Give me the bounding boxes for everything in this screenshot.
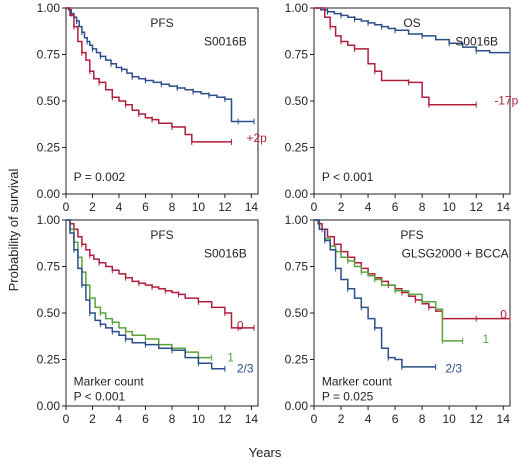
x-axis-label: Years bbox=[249, 445, 282, 460]
cohort-label: S0016B bbox=[455, 34, 498, 48]
series-label: -17p bbox=[494, 94, 518, 108]
x-tick-label: 0 bbox=[311, 200, 318, 214]
series-label: 2/3 bbox=[237, 362, 254, 376]
x-tick-label: 14 bbox=[245, 412, 259, 426]
y-tick-label: 0.25 bbox=[285, 353, 309, 367]
series-label: 0 bbox=[500, 308, 507, 322]
km-panel-2: 0.00 0.25 0.50 0.75 1.00 0 2 4 6 8 10 12 14 -17p OS S00… bbox=[285, 1, 519, 214]
p-value-label: P < 0.001 bbox=[322, 170, 374, 184]
y-axis-label: Probability of survival bbox=[6, 168, 21, 291]
y-tick-label: 0.25 bbox=[285, 141, 309, 155]
y-tick-label: 0.00 bbox=[285, 399, 309, 413]
x-tick-label: 10 bbox=[192, 412, 206, 426]
marker-count-label: Marker count bbox=[74, 375, 145, 389]
cohort-label: GLSG2000 + BCCA bbox=[402, 246, 509, 260]
series-label: +2p bbox=[246, 131, 267, 145]
p-value-label: P < 0.001 bbox=[74, 389, 126, 403]
panel-group: 0.000.250.500.751.000 2 4 6 8 10 12 14+2pPFSS00… bbox=[37, 1, 519, 426]
x-tick-label: 2 bbox=[89, 200, 96, 214]
series-label: 1 bbox=[227, 350, 234, 364]
x-tick-label: 12 bbox=[218, 200, 232, 214]
panel-title: PFS bbox=[150, 228, 173, 242]
x-tick-label: 4 bbox=[116, 412, 123, 426]
marker-count-label: Marker count bbox=[322, 375, 393, 389]
y-tick-label: 0.75 bbox=[37, 260, 61, 274]
x-tick-label: 10 bbox=[192, 200, 206, 214]
y-tick-label: 0.00 bbox=[37, 187, 61, 201]
y-tick-label: 0.50 bbox=[285, 94, 309, 108]
km-panel-4: 0.000.250.500.751.000 2 4 6 8 10 12 14012/3PFSG… bbox=[285, 213, 511, 426]
panel-title: PFS bbox=[400, 228, 423, 242]
x-tick-label: 10 bbox=[442, 412, 456, 426]
p-value-label: P = 0.025 bbox=[322, 389, 374, 403]
x-tick-label: 2 bbox=[338, 412, 345, 426]
x-tick-label: 10 bbox=[442, 200, 456, 214]
x-tick-label: 4 bbox=[365, 412, 372, 426]
x-tick-label: 12 bbox=[218, 412, 232, 426]
y-tick-label: 0.00 bbox=[285, 187, 309, 201]
x-tick-label: 14 bbox=[497, 412, 511, 426]
series-label: 1 bbox=[483, 332, 490, 346]
x-tick-label: 12 bbox=[470, 412, 484, 426]
y-tick-label: 0.00 bbox=[37, 399, 61, 413]
cohort-label: S0016B bbox=[204, 246, 247, 260]
x-tick-label: 12 bbox=[470, 200, 484, 214]
series-label: 0 bbox=[237, 319, 244, 333]
y-tick-label: 1.00 bbox=[285, 213, 309, 227]
survival-curve-1 bbox=[314, 219, 463, 342]
x-tick-label: 6 bbox=[142, 200, 149, 214]
y-tick-label: 0.50 bbox=[37, 306, 61, 320]
survival-curve--17p bbox=[314, 7, 477, 106]
y-tick-label: 1.00 bbox=[37, 213, 61, 227]
y-tick-label: 0.75 bbox=[37, 48, 61, 62]
x-tick-label: 8 bbox=[419, 412, 426, 426]
x-tick-label: 2 bbox=[89, 412, 96, 426]
x-tick-label: 2 bbox=[338, 200, 345, 214]
survival-curve-2/3 bbox=[314, 219, 436, 368]
y-tick-label: 0.75 bbox=[285, 260, 309, 274]
x-tick-label: 4 bbox=[365, 200, 372, 214]
survival-curve-+2p bbox=[66, 7, 232, 143]
series-label: 2/3 bbox=[445, 362, 462, 376]
y-tick-label: 0.50 bbox=[37, 94, 61, 108]
x-tick-label: 8 bbox=[419, 200, 426, 214]
km-panel-3: 0.00 0.25 0.50 0.75 1.00 0 2 4 6 8 10 12 14 0 12/3 PFS S… bbox=[37, 213, 259, 426]
x-tick-label: 14 bbox=[497, 200, 511, 214]
panel-title: PFS bbox=[150, 16, 173, 30]
y-tick-label: 0.75 bbox=[285, 48, 309, 62]
x-tick-label: 6 bbox=[392, 412, 399, 426]
y-tick-label: 1.00 bbox=[285, 1, 309, 15]
x-tick-label: 4 bbox=[116, 200, 123, 214]
y-tick-label: 0.25 bbox=[37, 141, 61, 155]
p-value-label: P = 0.002 bbox=[74, 170, 126, 184]
x-tick-label: 6 bbox=[142, 412, 149, 426]
y-tick-label: 1.00 bbox=[37, 1, 61, 15]
x-tick-label: 8 bbox=[169, 200, 176, 214]
cohort-label: S0016B bbox=[204, 34, 247, 48]
km-panel-1: 0.00 0.25 0.50 0.75 1.00 0 2 4 6 8 10 12 14 +2p PFS S00… bbox=[37, 1, 268, 214]
x-tick-label: 0 bbox=[311, 412, 318, 426]
y-tick-label: 0.50 bbox=[285, 306, 309, 320]
x-tick-label: 0 bbox=[63, 200, 70, 214]
panel-title: OS bbox=[403, 16, 420, 30]
x-tick-label: 8 bbox=[169, 412, 176, 426]
x-tick-label: 14 bbox=[245, 200, 259, 214]
y-tick-label: 0.25 bbox=[37, 353, 61, 367]
survival-curve-1 bbox=[66, 219, 212, 359]
x-tick-label: 0 bbox=[63, 412, 70, 426]
survival-curve-reference bbox=[66, 7, 254, 123]
x-tick-label: 6 bbox=[392, 200, 399, 214]
